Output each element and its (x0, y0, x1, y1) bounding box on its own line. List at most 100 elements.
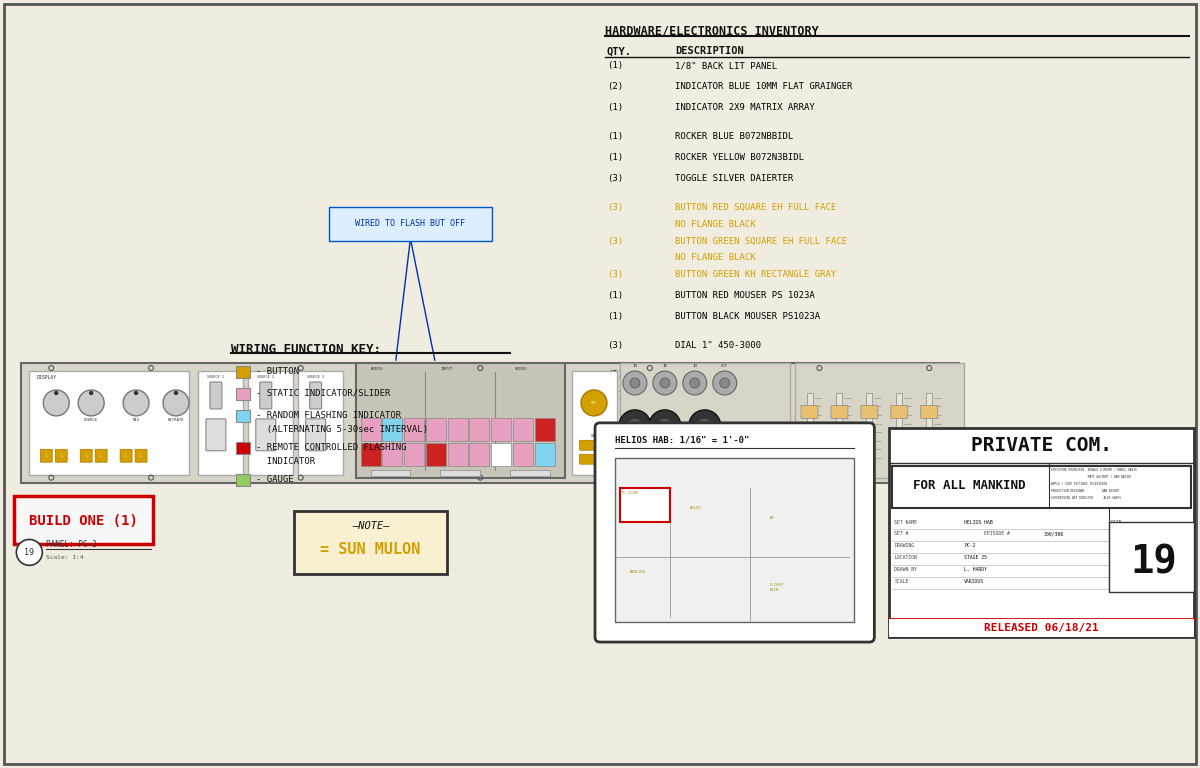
FancyBboxPatch shape (702, 449, 718, 465)
Circle shape (689, 410, 721, 442)
Text: SOURCE 2: SOURCE 2 (257, 375, 275, 379)
Text: SOURCE 1: SOURCE 1 (208, 375, 224, 379)
Circle shape (660, 378, 670, 388)
Text: - GAUGE: - GAUGE (256, 475, 294, 484)
Text: INPUT: INPUT (440, 367, 452, 371)
Text: (1): (1) (607, 132, 623, 141)
FancyBboxPatch shape (426, 418, 445, 441)
Text: QTY.: QTY. (607, 46, 632, 56)
Circle shape (683, 371, 707, 395)
Text: T-NUTS 6-32 1/2" (MM 90973A400): T-NUTS 6-32 1/2" (MM 90973A400) (674, 482, 841, 492)
Text: (1): (1) (607, 153, 623, 162)
Text: DESCRIPTION: DESCRIPTION (674, 46, 744, 56)
Circle shape (720, 378, 730, 388)
Text: (1): (1) (607, 313, 623, 321)
Text: EXECUTIVE PRODUCERS  RONALD D MOORE / MARIL DAVIS: EXECUTIVE PRODUCERS RONALD D MOORE / MAR… (1051, 468, 1136, 472)
Text: PRODUCTION DESIGNER          DAN BISHOP: PRODUCTION DESIGNER DAN BISHOP (1051, 488, 1120, 492)
Text: (3): (3) (607, 341, 623, 350)
Text: SHEET #: SHEET # (1111, 541, 1130, 546)
FancyBboxPatch shape (620, 363, 790, 478)
Text: (2): (2) (607, 82, 623, 91)
Text: (3): (3) (607, 203, 623, 212)
Text: WIRED TO FLASH BUT OFF: WIRED TO FLASH BUT OFF (355, 219, 466, 228)
Circle shape (55, 392, 58, 395)
FancyBboxPatch shape (22, 363, 959, 482)
Circle shape (659, 419, 671, 432)
FancyBboxPatch shape (360, 443, 380, 465)
Text: PANEL: PC-2: PANEL: PC-2 (47, 540, 97, 549)
Text: SUPERVISING ART DIRECTOR      ALEX GAMES: SUPERVISING ART DIRECTOR ALEX GAMES (1051, 495, 1121, 500)
Text: IN: IN (632, 364, 637, 368)
Text: 06/16/21: 06/16/21 (1111, 528, 1134, 532)
FancyBboxPatch shape (830, 406, 848, 419)
FancyBboxPatch shape (136, 449, 148, 462)
Text: DRAWING: DRAWING (894, 544, 914, 548)
Text: VARIOUS: VARIOUS (964, 579, 984, 584)
FancyBboxPatch shape (206, 419, 226, 451)
FancyBboxPatch shape (469, 443, 490, 465)
Text: HD: HD (769, 515, 774, 519)
FancyBboxPatch shape (893, 465, 1190, 508)
FancyBboxPatch shape (890, 406, 907, 419)
FancyBboxPatch shape (510, 470, 550, 475)
FancyBboxPatch shape (469, 418, 490, 441)
FancyBboxPatch shape (14, 495, 154, 545)
Text: L: L (100, 454, 102, 458)
Text: NO FLANGE BLACK: NO FLANGE BLACK (674, 220, 756, 229)
Text: (10): (10) (607, 462, 629, 471)
Text: (ALTERNATING 5-30sec INTERVAL): (ALTERNATING 5-30sec INTERVAL) (256, 425, 427, 435)
Text: SET NAME: SET NAME (894, 519, 917, 525)
FancyBboxPatch shape (210, 382, 222, 409)
Text: VERSION 1.00: VERSION 1.00 (1130, 465, 1190, 475)
FancyBboxPatch shape (355, 363, 565, 478)
FancyBboxPatch shape (512, 443, 533, 465)
Text: OFF: OFF (590, 434, 598, 438)
Circle shape (698, 419, 712, 432)
FancyBboxPatch shape (806, 393, 812, 462)
Text: INDICATOR BLUE 10MM FLAT GRAINGER: INDICATOR BLUE 10MM FLAT GRAINGER (674, 82, 852, 91)
FancyBboxPatch shape (5, 5, 1195, 763)
FancyBboxPatch shape (614, 458, 854, 622)
Text: SOURCE 3: SOURCE 3 (307, 375, 324, 379)
Circle shape (163, 390, 188, 416)
Text: 19: 19 (24, 548, 35, 557)
Circle shape (134, 392, 138, 395)
FancyBboxPatch shape (1109, 522, 1194, 592)
Circle shape (629, 419, 642, 432)
Text: CAPS FOR SLIDERS: CAPS FOR SLIDERS (674, 441, 761, 450)
Text: NO FLANGE BLACK: NO FLANGE BLACK (674, 253, 756, 263)
Text: ROCKER BLUE B072NBBIDL: ROCKER BLUE B072NBBIDL (674, 132, 793, 141)
FancyBboxPatch shape (448, 418, 468, 441)
Circle shape (649, 410, 680, 442)
Text: VIDEO: VIDEO (515, 367, 528, 371)
Text: MATT WOLPERT / BEN NEDIVI: MATT WOLPERT / BEN NEDIVI (1051, 475, 1132, 478)
Text: BUTTON BLACK MOUSER PS1023A: BUTTON BLACK MOUSER PS1023A (674, 313, 820, 321)
FancyBboxPatch shape (580, 454, 608, 464)
Text: L: L (668, 455, 671, 459)
Text: 6/32 SQUARE DRIVE SCREWS (MM 93945A003): 6/32 SQUARE DRIVE SCREWS (MM 93945A003) (674, 462, 884, 471)
FancyBboxPatch shape (448, 443, 468, 465)
Text: L: L (60, 454, 62, 458)
Text: - BUTTON: - BUTTON (256, 367, 299, 376)
Text: (10): (10) (607, 482, 629, 492)
FancyBboxPatch shape (595, 423, 875, 642)
FancyBboxPatch shape (55, 449, 67, 462)
Text: SET #: SET # (894, 531, 908, 537)
FancyBboxPatch shape (198, 371, 242, 475)
FancyBboxPatch shape (259, 382, 271, 409)
FancyBboxPatch shape (889, 619, 1194, 637)
Text: L: L (709, 455, 710, 459)
Text: RELEASED 06/18/21: RELEASED 06/18/21 (984, 623, 1099, 633)
FancyBboxPatch shape (404, 418, 424, 441)
FancyBboxPatch shape (236, 410, 250, 422)
FancyBboxPatch shape (41, 449, 53, 462)
Text: BUILD ONE (1): BUILD ONE (1) (29, 514, 138, 528)
FancyBboxPatch shape (866, 393, 872, 462)
Circle shape (630, 378, 640, 388)
FancyBboxPatch shape (80, 449, 92, 462)
FancyBboxPatch shape (404, 443, 424, 465)
Text: (1): (1) (607, 103, 623, 112)
FancyBboxPatch shape (294, 511, 448, 574)
FancyBboxPatch shape (360, 418, 380, 441)
Circle shape (653, 371, 677, 395)
